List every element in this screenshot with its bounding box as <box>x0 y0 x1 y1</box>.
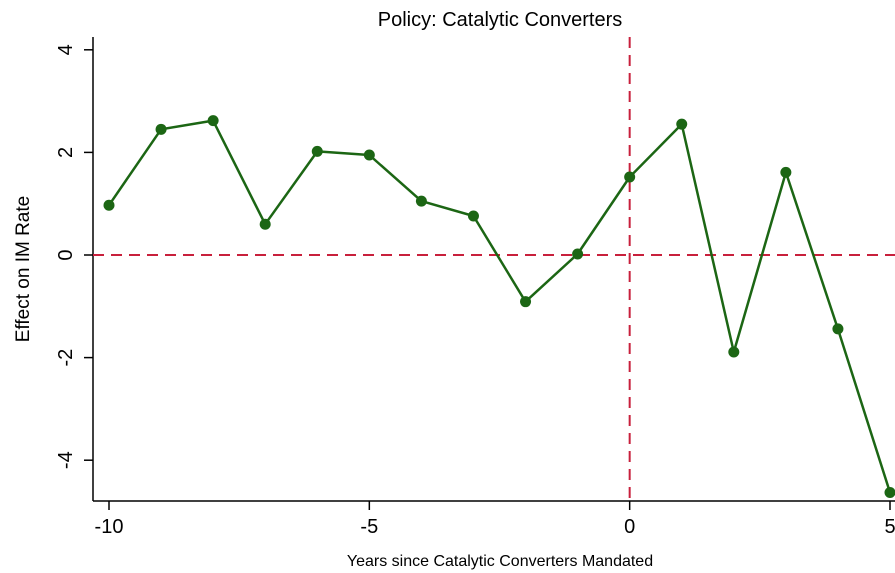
y-tick-label: -4 <box>55 451 77 469</box>
y-tick-label: 2 <box>55 147 77 158</box>
data-point <box>207 115 219 127</box>
x-tick-label: 5 <box>884 516 895 538</box>
data-point <box>572 248 584 260</box>
y-tick-label: 4 <box>55 44 77 55</box>
y-tick-label: -2 <box>55 349 77 367</box>
data-point <box>155 123 167 135</box>
y-axis-label: Effect on IM Rate <box>13 196 34 342</box>
x-tick-label: -5 <box>360 516 378 538</box>
reference-lines <box>93 37 895 501</box>
axes: -4 -2 0 2 4 -10 -5 0 5 <box>55 37 895 538</box>
data-point <box>676 118 688 130</box>
data-point <box>780 166 792 178</box>
chart-title: Policy: Catalytic Converters <box>378 9 623 31</box>
data-point <box>728 346 740 358</box>
data-point <box>311 145 323 157</box>
x-tick-label: -10 <box>95 516 124 538</box>
x-axis-label: Years since Catalytic Converters Mandate… <box>347 553 653 570</box>
data-point <box>467 210 479 222</box>
series-line <box>107 119 892 493</box>
x-tick-label: 0 <box>624 516 635 538</box>
data-point <box>415 195 427 207</box>
data-point <box>520 296 532 308</box>
data-point <box>363 149 375 161</box>
data-point <box>259 218 271 230</box>
series-layer <box>103 115 895 499</box>
data-point <box>884 487 895 499</box>
y-tick-label: 0 <box>55 249 77 260</box>
data-point <box>103 199 115 211</box>
data-point <box>624 171 636 183</box>
data-point <box>832 323 844 335</box>
